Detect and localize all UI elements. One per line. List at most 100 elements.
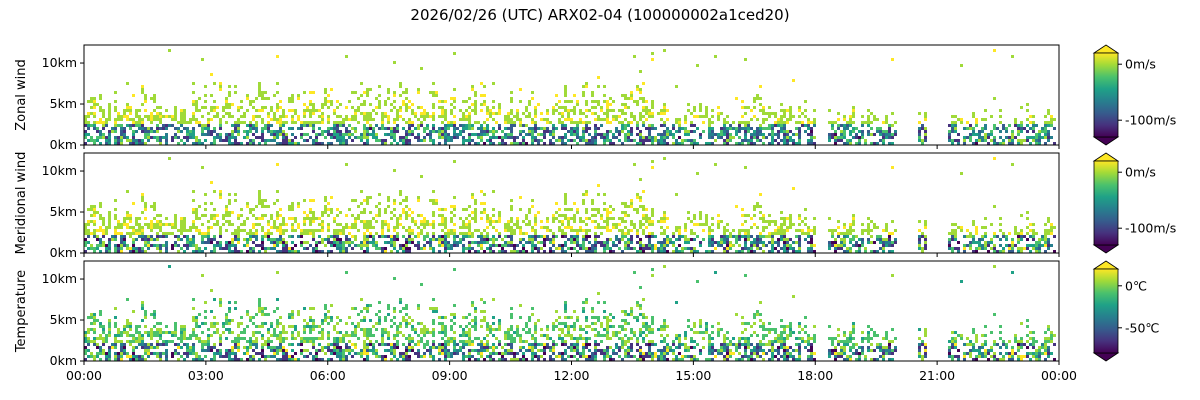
heatmap-cell [639, 130, 642, 133]
heatmap-cell [474, 106, 477, 109]
heatmap-cell [219, 352, 222, 355]
heatmap-cell [99, 133, 102, 136]
heatmap-cell [951, 115, 954, 118]
heatmap-cell [393, 235, 396, 238]
heatmap-cell [834, 121, 837, 124]
heatmap-cell [576, 238, 579, 241]
heatmap-cell [165, 241, 168, 244]
heatmap-cell [531, 229, 534, 232]
heatmap-cell [231, 352, 234, 355]
heatmap-cell [765, 118, 768, 121]
heatmap-cell [846, 142, 849, 145]
heatmap-cell [195, 136, 198, 139]
heatmap-cell [390, 244, 393, 247]
heatmap-cell [204, 139, 207, 142]
heatmap-cell [642, 232, 645, 235]
y-tick-label: 10km [42, 55, 77, 70]
heatmap-cell [591, 244, 594, 247]
heatmap-cell [363, 127, 366, 130]
heatmap-cell [993, 139, 996, 142]
heatmap-cell [165, 244, 168, 247]
heatmap-cell [108, 238, 111, 241]
heatmap-cell [564, 232, 567, 235]
heatmap-cell [636, 211, 639, 214]
heatmap-cell [318, 235, 321, 238]
heatmap-cell [636, 103, 639, 106]
heatmap-cell [789, 109, 792, 112]
heatmap-cell [594, 142, 597, 145]
heatmap-cell [603, 94, 606, 97]
heatmap-cell [468, 223, 471, 226]
heatmap-cell [102, 328, 105, 331]
heatmap-cell [393, 229, 396, 232]
heatmap-cell [153, 100, 156, 103]
heatmap-cell [261, 322, 264, 325]
heatmap-cell [771, 130, 774, 133]
heatmap-cell [204, 124, 207, 127]
heatmap-cell [879, 139, 882, 142]
heatmap-cell [1020, 127, 1023, 130]
heatmap-cell [525, 124, 528, 127]
heatmap-cell [717, 226, 720, 229]
heatmap-cell [144, 343, 147, 346]
heatmap-cell [291, 97, 294, 100]
heatmap-cell [186, 235, 189, 238]
heatmap-cell [255, 121, 258, 124]
heatmap-cell [876, 127, 879, 130]
heatmap-cell [756, 235, 759, 238]
heatmap-cell [651, 208, 654, 211]
heatmap-cell [138, 139, 141, 142]
heatmap-cell [114, 325, 117, 328]
heatmap-cell [663, 217, 666, 220]
heatmap-cell [417, 244, 420, 247]
heatmap-cell [249, 355, 252, 358]
heatmap-cell [276, 55, 279, 58]
heatmap-cell [405, 103, 408, 106]
heatmap-cell [279, 346, 282, 349]
heatmap-cell [258, 115, 261, 118]
heatmap-cell [360, 202, 363, 205]
heatmap-cell [486, 220, 489, 223]
heatmap-cell [453, 136, 456, 139]
heatmap-cell [468, 244, 471, 247]
heatmap-cell [336, 130, 339, 133]
heatmap-cell [642, 97, 645, 100]
heatmap-cell [150, 346, 153, 349]
heatmap-cell [234, 238, 237, 241]
heatmap-cell [810, 136, 813, 139]
heatmap-cell [261, 109, 264, 112]
heatmap-cell [813, 226, 816, 229]
heatmap-cell [261, 214, 264, 217]
heatmap-cell [288, 127, 291, 130]
heatmap-cell [804, 238, 807, 241]
heatmap-cell [198, 337, 201, 340]
heatmap-cell [300, 241, 303, 244]
heatmap-cell [891, 250, 894, 253]
heatmap-cell [582, 229, 585, 232]
heatmap-cell [336, 139, 339, 142]
heatmap-cell [264, 124, 267, 127]
heatmap-cell [96, 130, 99, 133]
heatmap-cell [648, 112, 651, 115]
heatmap-cell [378, 100, 381, 103]
heatmap-cell [126, 109, 129, 112]
heatmap-cell [609, 247, 612, 250]
heatmap-cell [681, 127, 684, 130]
heatmap-cell [219, 241, 222, 244]
heatmap-cell [561, 232, 564, 235]
heatmap-cell [564, 193, 567, 196]
heatmap-cell [117, 220, 120, 223]
heatmap-cell [966, 235, 969, 238]
heatmap-cell [630, 229, 633, 232]
heatmap-cell [192, 223, 195, 226]
heatmap-cell [285, 133, 288, 136]
heatmap-cell [96, 229, 99, 232]
heatmap-cell [201, 130, 204, 133]
heatmap-cell [87, 331, 90, 334]
heatmap-cell [576, 208, 579, 211]
heatmap-cell [114, 337, 117, 340]
heatmap-cell [417, 133, 420, 136]
heatmap-cell [198, 205, 201, 208]
heatmap-cell [276, 346, 279, 349]
heatmap-cell [975, 226, 978, 229]
